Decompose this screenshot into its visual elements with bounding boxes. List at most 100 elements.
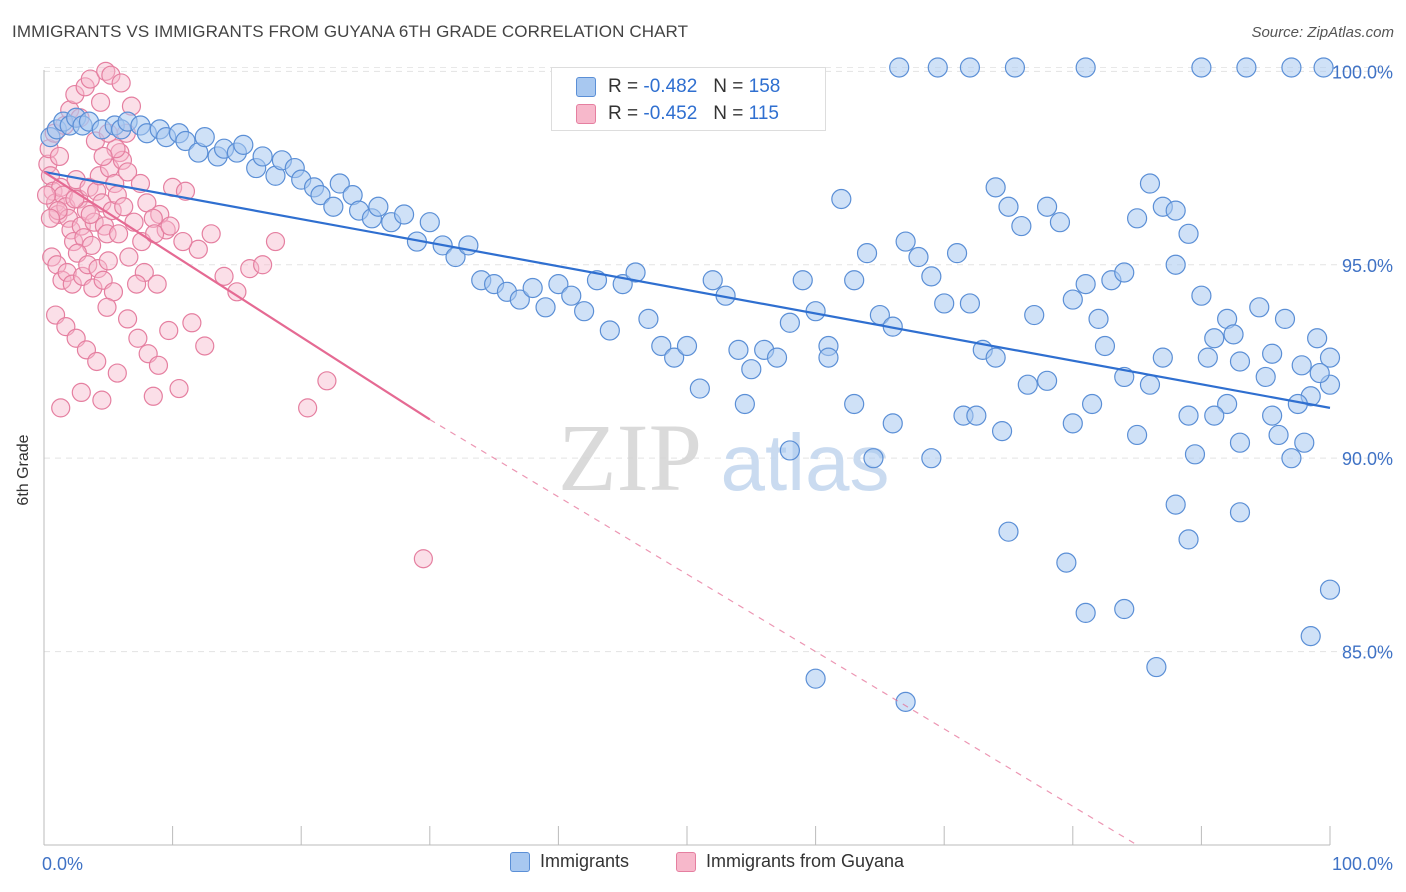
r-label: R =	[608, 76, 639, 97]
point-immigrants	[1294, 432, 1315, 453]
point-immigrants	[1217, 393, 1238, 415]
series-immigrants-points	[40, 57, 1341, 712]
point-immigrants	[1017, 374, 1038, 395]
point-guyana	[71, 382, 91, 403]
point-guyana	[119, 247, 139, 267]
point-immigrants	[323, 196, 344, 217]
point-immigrants	[934, 293, 955, 314]
point-guyana	[40, 208, 61, 228]
point-guyana	[214, 266, 234, 286]
point-immigrants	[1088, 308, 1109, 330]
point-immigrants	[959, 57, 981, 78]
point-immigrants	[856, 243, 878, 264]
legend-item-guyana[interactable]: Immigrants from Guyana	[676, 851, 904, 872]
point-guyana	[65, 84, 85, 105]
point-guyana	[117, 162, 138, 182]
point-immigrants	[882, 413, 903, 434]
point-immigrants	[175, 130, 196, 152]
legend-swatch-immigrants	[510, 851, 530, 872]
point-guyana	[175, 181, 196, 201]
point-guyana	[96, 61, 116, 81]
y-tick-label: 85.0%	[1342, 643, 1393, 663]
point-immigrants	[766, 347, 788, 368]
point-guyana	[143, 386, 163, 406]
point-immigrants	[1114, 598, 1135, 620]
n-value: 115	[748, 103, 779, 124]
point-guyana	[51, 398, 71, 418]
point-immigrants	[1191, 285, 1212, 306]
series-guyana-points	[36, 61, 433, 569]
point-guyana	[48, 201, 68, 221]
point-immigrants	[1229, 432, 1251, 453]
point-guyana	[88, 259, 108, 279]
point-immigrants	[1191, 57, 1212, 78]
point-immigrants	[252, 146, 273, 167]
point-guyana	[182, 313, 202, 333]
legend-bottom: Immigrants Immigrants from Guyana	[0, 851, 1406, 877]
legend-label-guyana: Immigrants from Guyana	[706, 851, 905, 871]
point-immigrants	[921, 448, 942, 469]
point-immigrants	[1165, 200, 1186, 221]
point-immigrants	[1178, 529, 1199, 550]
point-guyana	[107, 363, 127, 383]
point-guyana	[126, 274, 147, 294]
point-immigrants	[561, 285, 582, 306]
point-immigrants	[1011, 215, 1032, 237]
point-immigrants	[509, 289, 530, 310]
point-immigrants	[1229, 502, 1251, 523]
point-immigrants	[1268, 424, 1289, 446]
x-tick-labels: 0.0% 100.0%	[42, 854, 1393, 874]
point-guyana	[298, 398, 318, 418]
point-immigrants	[1036, 370, 1058, 391]
point-immigrants	[1281, 448, 1302, 469]
point-guyana	[253, 255, 273, 275]
point-immigrants	[676, 335, 698, 357]
point-immigrants	[1024, 304, 1045, 326]
legend-item-immigrants[interactable]: Immigrants	[510, 851, 629, 872]
point-immigrants	[1139, 173, 1161, 194]
point-guyana	[78, 255, 98, 275]
legend-stats: R = -0.482 N = 158 R = -0.452 N = 115	[551, 67, 826, 131]
point-immigrants	[1114, 262, 1135, 283]
point-immigrants	[1075, 273, 1096, 295]
point-immigrants	[889, 57, 910, 78]
point-immigrants	[586, 270, 608, 291]
point-immigrants	[1319, 347, 1341, 368]
n-label: N =	[713, 76, 744, 97]
point-guyana	[148, 355, 169, 375]
point-immigrants	[818, 347, 839, 368]
point-immigrants	[1049, 212, 1071, 233]
trend-line-immigrants	[43, 170, 1331, 409]
point-immigrants	[985, 347, 1006, 368]
point-immigrants	[966, 405, 987, 426]
trend-line-guyana-extension	[429, 418, 1138, 846]
point-immigrants	[946, 243, 968, 264]
point-guyana	[90, 92, 111, 112]
point-immigrants	[998, 521, 1019, 542]
point-guyana	[97, 224, 117, 244]
point-immigrants	[844, 270, 865, 291]
point-immigrants	[805, 668, 826, 689]
point-immigrants	[689, 378, 710, 399]
point-immigrants	[1139, 374, 1161, 395]
point-immigrants	[1126, 424, 1148, 446]
point-immigrants	[1255, 366, 1276, 388]
point-immigrants	[998, 196, 1019, 217]
point-guyana	[63, 231, 84, 252]
n-value: 158	[748, 76, 781, 97]
point-immigrants	[310, 185, 331, 206]
r-label: R =	[608, 103, 639, 124]
point-immigrants	[1146, 656, 1167, 678]
y-tick-label: 100.0%	[1332, 62, 1393, 82]
point-immigrants	[792, 270, 813, 291]
point-guyana	[173, 231, 193, 252]
point-immigrants	[959, 293, 981, 314]
point-guyana	[201, 224, 221, 244]
point-guyana	[97, 297, 117, 317]
r-value: -0.452	[643, 103, 698, 124]
point-guyana	[49, 146, 70, 167]
point-immigrants	[1274, 308, 1296, 330]
point-immigrants	[1165, 494, 1186, 515]
point-guyana	[87, 351, 107, 372]
point-guyana	[93, 146, 113, 167]
